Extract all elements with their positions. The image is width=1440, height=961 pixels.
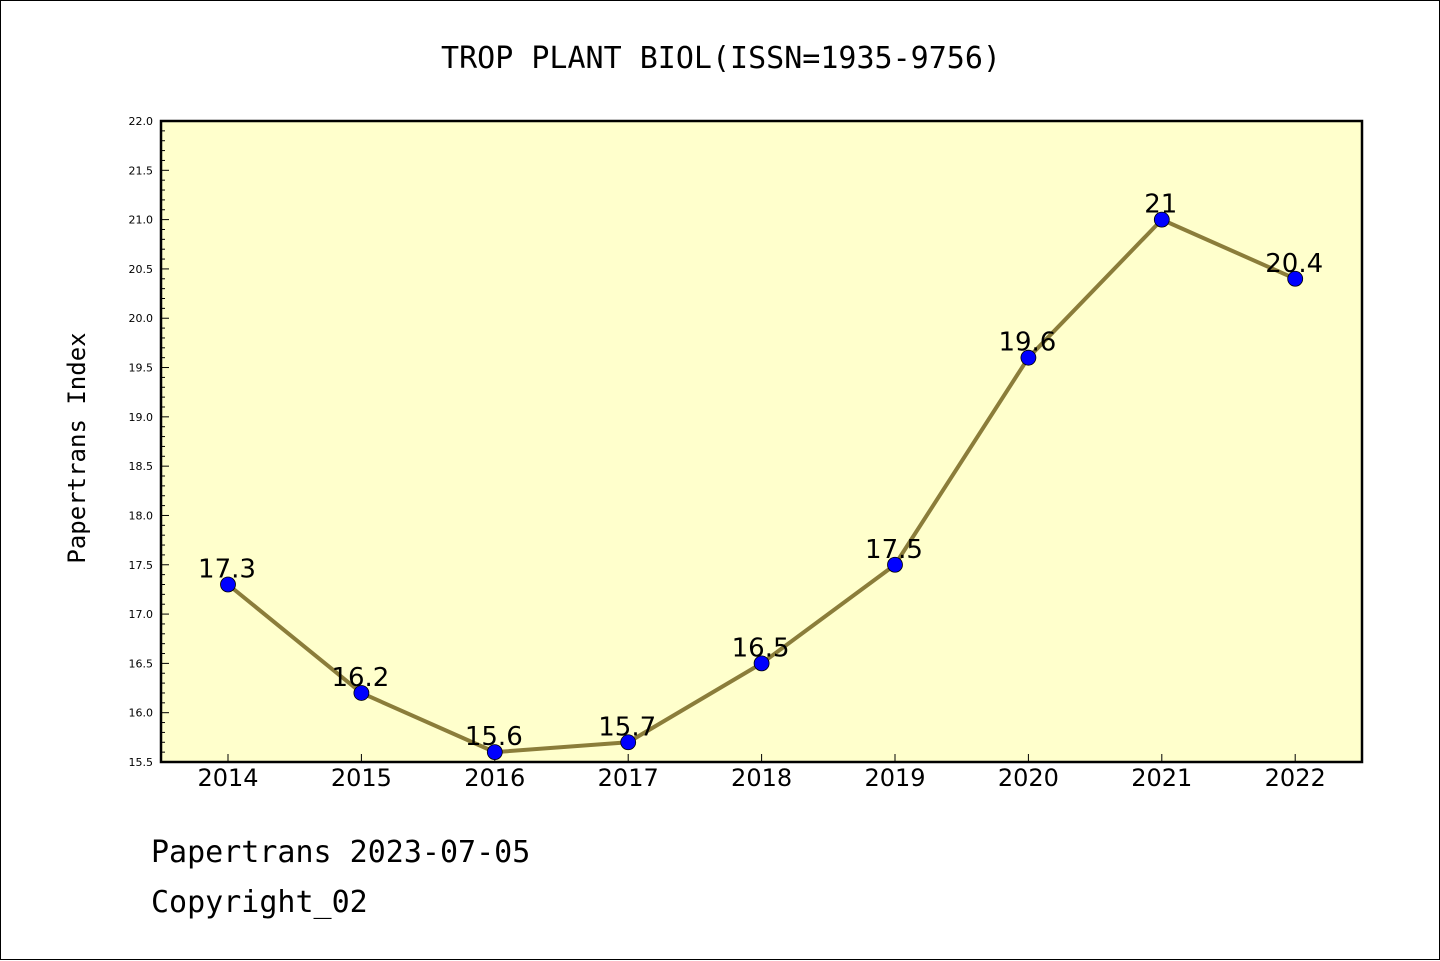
footer-copyright: Copyright_02 — [151, 885, 368, 920]
y-tick-label: 18.5 — [129, 460, 154, 473]
data-point — [353, 685, 370, 701]
y-tick-label: 15.5 — [129, 756, 154, 769]
x-axis: 2014 2015 2016 2017 2018 2019 2020 2021 2022 — [197, 754, 1326, 792]
data-label: 17.3 — [198, 554, 256, 584]
data-point — [753, 655, 770, 672]
chart-title: TROP PLANT BIOL(ISSN=1935-9756) — [441, 41, 1001, 76]
x-tick-label: 2022 — [1265, 764, 1326, 792]
data-label: 15.7 — [598, 712, 656, 742]
y-tick-label: 21.0 — [129, 214, 154, 227]
x-tick-label: 2014 — [197, 764, 258, 792]
y-tick-label: 19.5 — [129, 362, 154, 375]
data-point — [887, 556, 903, 573]
data-point — [1020, 349, 1037, 366]
x-tick-label: 2021 — [1131, 764, 1192, 792]
x-tick-label: 2017 — [598, 764, 659, 792]
y-axis-label: Papertrans Index — [63, 332, 91, 563]
y-tick-label: 22.0 — [129, 115, 154, 128]
y-tick-label: 17.5 — [129, 559, 154, 572]
data-point — [486, 744, 503, 761]
x-tick-label: 2019 — [864, 764, 925, 792]
y-tick-label: 17.0 — [129, 608, 154, 621]
data-point — [1153, 211, 1170, 228]
data-point — [220, 576, 236, 593]
plot-border — [159, 119, 1364, 764]
y-tick-label: 20.0 — [129, 312, 154, 325]
x-tick-label: 2018 — [731, 764, 792, 792]
y-tick-label: 16.5 — [129, 657, 154, 670]
y-tick-label: 16.0 — [129, 707, 154, 720]
y-tick-label: 18.0 — [129, 509, 154, 522]
data-label: 16.2 — [331, 663, 389, 693]
data-point — [620, 734, 637, 751]
plot-area — [161, 121, 1362, 762]
x-tick-label: 2020 — [998, 764, 1059, 792]
y-tick-label: 21.5 — [129, 164, 154, 177]
data-label: 17.5 — [865, 535, 923, 565]
x-tick-label: 2016 — [464, 764, 525, 792]
x-tick-label: 2015 — [331, 764, 392, 792]
series: 17.3 16.2 15.6 15.7 16.5 17.5 19.6 21 20.4 — [198, 190, 1323, 761]
y-tick-label: 19.0 — [129, 411, 154, 424]
data-label: 21 — [1144, 190, 1177, 220]
footer-date: Papertrans 2023-07-05 — [151, 835, 531, 870]
y-axis: 15.5 16.0 16.5 17.0 17.5 18.0 18.5 19.0 19.5 20.0… — [129, 115, 169, 769]
data-label: 16.5 — [732, 633, 790, 663]
data-label: 20.4 — [1265, 249, 1323, 279]
y-tick-label: 20.5 — [129, 263, 154, 276]
data-point — [1287, 270, 1304, 287]
data-label: 19.6 — [998, 328, 1056, 358]
data-label: 15.6 — [465, 722, 523, 752]
